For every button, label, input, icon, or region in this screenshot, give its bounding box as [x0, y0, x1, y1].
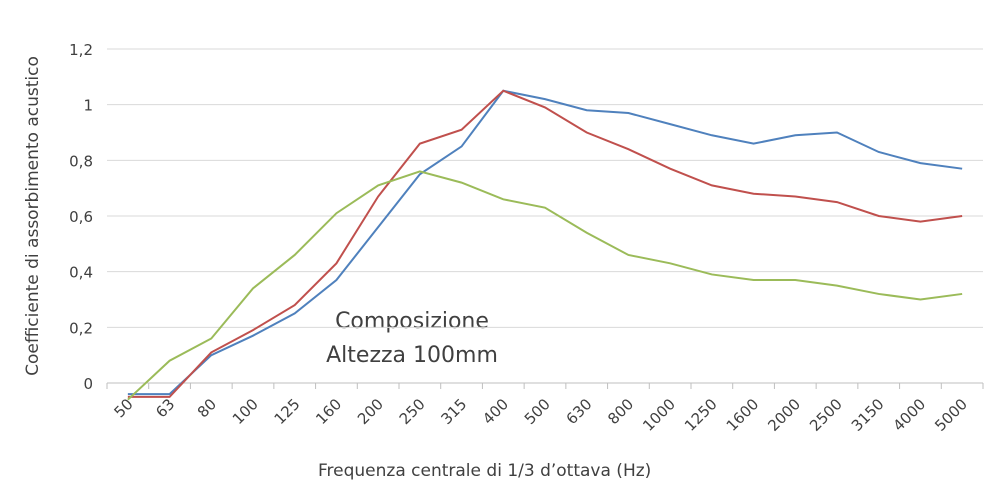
x-tick-label: 315 [437, 395, 470, 428]
y-tick-label: 0 [83, 375, 93, 393]
series-line [127, 89, 963, 398]
x-tick-label: 80 [194, 395, 220, 421]
x-tick-label: 4000 [890, 395, 930, 435]
annotation: Composizione [335, 309, 489, 334]
x-tick-label: 1250 [681, 395, 721, 435]
y-tick-label: 1,2 [69, 41, 93, 59]
x-tick-label: 1600 [723, 395, 763, 435]
x-tick-label: 100 [229, 395, 262, 428]
x-tick-label: 63 [152, 395, 178, 421]
y-axis-label: Coefficiente di assorbimento acustico [23, 56, 43, 376]
y-tick-label: 0,8 [69, 152, 93, 170]
series-line [127, 89, 963, 396]
x-tick-label: 800 [604, 395, 637, 428]
x-tick-label: 200 [354, 395, 387, 428]
x-axis-label: Frequenza centrale di 1/3 d’ottava (Hz) [318, 461, 651, 481]
x-tick-label: 630 [563, 395, 596, 428]
x-tick-label: 1000 [639, 395, 679, 435]
x-tick-label: 125 [271, 395, 304, 428]
y-tick-label: 0,2 [69, 319, 93, 337]
x-tick-label: 50 [110, 395, 136, 421]
series-line [127, 170, 963, 401]
x-tick-label: 2500 [806, 395, 846, 435]
annotation: Altezza 100mm [326, 343, 498, 368]
y-tick-label: 0,6 [69, 208, 93, 226]
y-tick-label: 0,4 [69, 264, 93, 282]
x-tick-label: 160 [312, 395, 345, 428]
x-tick-label: 3150 [848, 395, 888, 435]
x-tick-label: 500 [521, 395, 554, 428]
x-tick-label: 400 [479, 395, 512, 428]
y-tick-label: 1 [83, 97, 93, 115]
x-tick-label: 250 [396, 395, 429, 428]
x-tick-label: 5000 [931, 395, 971, 435]
x-tick-label: 2000 [764, 395, 804, 435]
